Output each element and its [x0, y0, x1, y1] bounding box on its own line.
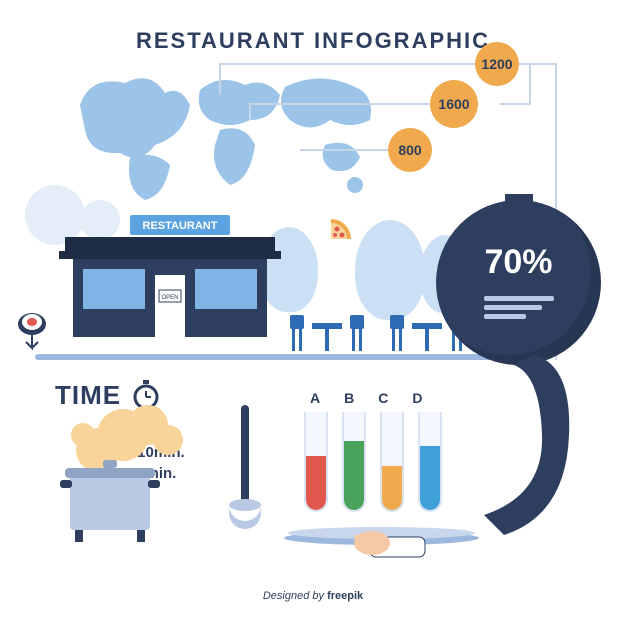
- tube-c: [380, 412, 404, 512]
- tube-label-a: A: [310, 390, 320, 406]
- tray-zone: A B C D: [290, 390, 510, 527]
- stat-value: 800: [398, 142, 421, 158]
- tube-label-d: D: [412, 390, 422, 406]
- percent-circle: 70%: [436, 200, 601, 365]
- restaurant-building: RESTAURANT OPEN: [55, 215, 285, 355]
- stat-bubble-2: 1600: [430, 80, 478, 128]
- hand-icon: [350, 525, 430, 575]
- tube-b: [342, 412, 366, 512]
- percent-value: 70%: [484, 243, 552, 282]
- tube-a: [304, 412, 328, 512]
- sushi-icon: [15, 310, 49, 350]
- stat-bubble-3: 800: [388, 128, 432, 172]
- tube-label-b: B: [344, 390, 354, 406]
- ladle-icon: [225, 405, 265, 545]
- pizza-icon: [307, 215, 355, 263]
- tube-d: [418, 412, 442, 512]
- chef-hat-icon: [495, 170, 543, 215]
- tube-label-c: C: [378, 390, 388, 406]
- credit-line: Designed by freepik: [0, 590, 626, 602]
- restaurant-sign-text: RESTAURANT: [143, 220, 218, 232]
- open-sign: OPEN: [161, 295, 178, 301]
- percent-bars: [484, 292, 554, 323]
- ground-line: [35, 354, 525, 360]
- stat-value: 1200: [481, 56, 512, 72]
- stat-bubble-1: 1200: [475, 42, 519, 86]
- stat-value: 1600: [438, 96, 469, 112]
- pot-icon: [55, 460, 165, 550]
